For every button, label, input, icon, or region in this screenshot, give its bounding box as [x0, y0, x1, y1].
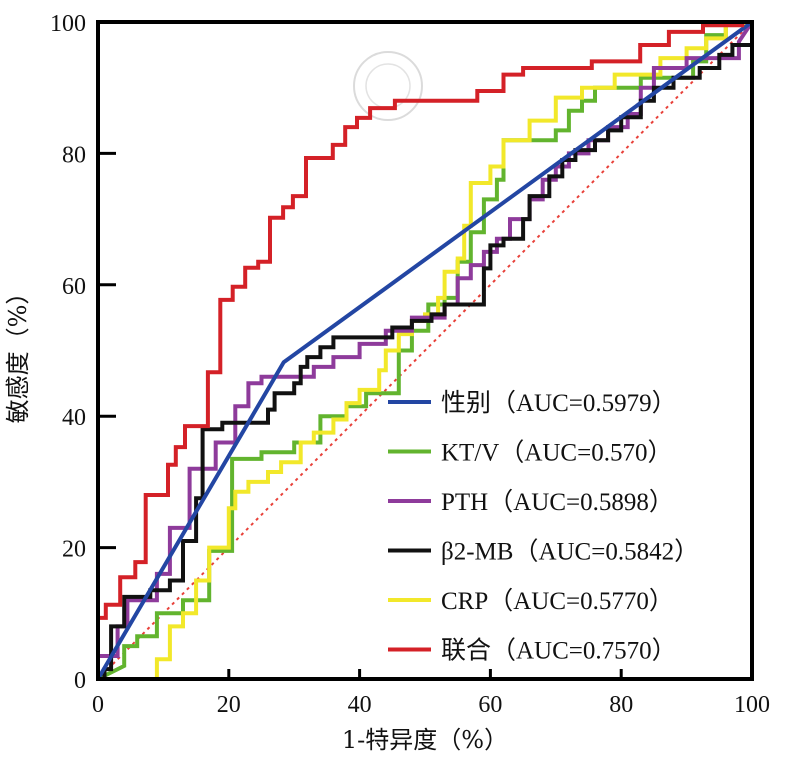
- legend-label: CRP（AUC=0.5770）: [441, 587, 674, 615]
- y-tick-label: 40: [62, 405, 86, 431]
- series-line-1: [96, 20, 754, 681]
- plot-frame: [96, 20, 754, 681]
- legend-label: 联合（AUC=0.7570）: [441, 637, 677, 665]
- legend-item: 性别（AUC=0.5979）: [388, 389, 677, 417]
- y-tick-label: 80: [62, 142, 86, 168]
- reference-layer: [97, 21, 753, 680]
- x-tick-label: 20: [217, 692, 241, 718]
- y-tick-label: 0: [74, 668, 86, 694]
- ticks-layer: 0 20 40 60 80 100 0 20 40 60 80 100: [50, 11, 770, 718]
- x-tick-label: 0: [92, 692, 104, 718]
- x-tick-label: 100: [734, 692, 770, 718]
- legend-item: PTH（AUC=0.5898）: [388, 488, 674, 516]
- x-tick-label: 60: [478, 692, 502, 718]
- legend-label: 性别（AUC=0.5979）: [441, 389, 677, 417]
- legend: 性别（AUC=0.5979） KT/V（AUC=0.570） PTH（AUC=0.5…: [388, 389, 699, 665]
- legend-label: β2-MB（AUC=0.5842）: [441, 538, 699, 566]
- legend-label: PTH（AUC=0.5898）: [441, 488, 674, 516]
- legend-item: 联合（AUC=0.7570）: [388, 637, 677, 665]
- series-line-4: [98, 22, 754, 681]
- watermark-seal-icon: [353, 51, 423, 121]
- y-axis-title: 敏感度（%）: [4, 281, 32, 424]
- legend-item: β2-MB（AUC=0.5842）: [388, 538, 699, 566]
- y-tick-label: 100: [50, 11, 86, 37]
- y-tick-label: 20: [62, 537, 86, 563]
- legend-label: KT/V（AUC=0.570）: [441, 439, 672, 467]
- reference-diagonal-line: [97, 21, 753, 680]
- x-tick-label: 40: [348, 692, 372, 718]
- axes-layer: [96, 20, 754, 681]
- x-axis-title: 1-特异度（%）: [342, 726, 508, 754]
- series-line-6: [96, 20, 752, 679]
- x-tick-label: 80: [609, 692, 633, 718]
- series-layer: [96, 20, 754, 681]
- legend-item: CRP（AUC=0.5770）: [388, 587, 674, 615]
- y-tick-label: 60: [62, 274, 86, 300]
- legend-item: KT/V（AUC=0.570）: [388, 439, 672, 467]
- series-line-5: [98, 20, 753, 681]
